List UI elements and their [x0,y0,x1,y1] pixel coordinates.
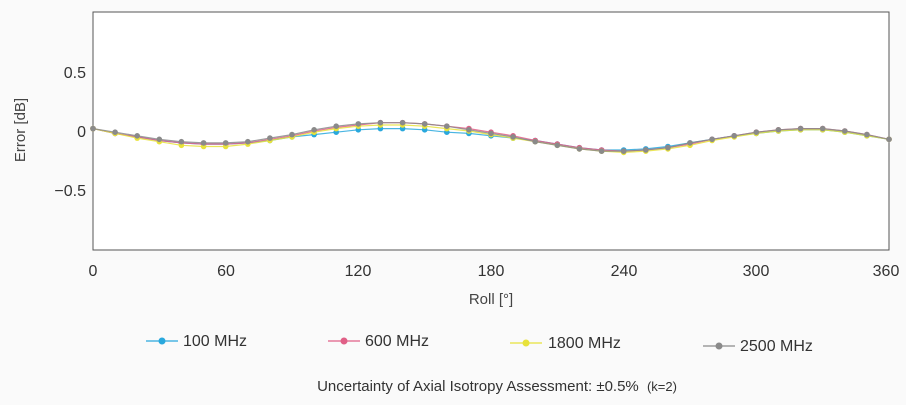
data-point-2500mhz-280 [709,136,715,143]
x-tick-label-120: 120 [345,263,372,280]
data-point-2500mhz-70 [245,138,251,145]
data-point-2500mhz-100 [311,127,317,133]
data-point-2500mhz-220 [576,146,583,152]
data-point-2500mhz-130 [377,119,384,126]
legend-label-100mhz: 100 MHz [183,333,247,350]
data-point-2500mhz-190 [510,134,516,140]
x-tick-label-0: 0 [89,263,98,280]
caption: Uncertainty of Axial Isotropy Assessment… [317,378,677,395]
legend-label-1800mhz: 1800 MHz [548,335,621,352]
data-point-2500mhz-170 [466,127,472,133]
data-point-2500mhz-150 [421,121,428,127]
data-point-2500mhz-120 [355,121,362,127]
data-point-2500mhz-200 [532,138,538,145]
data-point-2500mhz-340 [842,128,848,134]
data-point-2500mhz-250 [643,147,649,153]
data-point-2500mhz-50 [200,140,207,146]
x-tick-label-240: 240 [611,263,638,280]
series-layer [90,119,892,156]
data-point-2500mhz-330 [819,125,826,132]
legend-marker-600mhz [340,337,348,345]
x-tick-label-60: 60 [217,263,235,280]
caption-k: (k=2) [647,379,677,394]
data-point-2500mhz-60 [222,140,229,146]
y-tick-label-0: 0 [77,124,86,141]
data-point-2500mhz-10 [112,129,118,135]
x-axis-title: Roll [°] [469,291,513,308]
data-point-2500mhz-270 [687,140,693,146]
data-point-2500mhz-30 [156,136,163,143]
x-tick-label-300: 300 [743,263,770,280]
data-point-2500mhz-110 [333,123,340,129]
series-2500mhz [90,119,892,154]
legend-label-600mhz: 600 MHz [365,333,429,350]
legend-label-2500mhz: 2500 MHz [740,338,813,355]
data-point-2500mhz-320 [797,125,804,132]
data-point-2500mhz-160 [444,123,450,129]
data-point-2500mhz-260 [665,144,671,151]
y-axis-title: Error [dB] [12,98,29,162]
legend-item-2500mhz: 2500 MHz [703,338,813,355]
data-point-2500mhz-20 [134,133,140,139]
legend: 100 MHz 600 MHz 1800 MHz 2500 MHz [146,333,813,355]
data-point-2500mhz-80 [267,135,273,141]
data-point-2500mhz-310 [775,127,782,133]
data-point-2500mhz-230 [598,148,605,154]
y-tick-label-0.5: 0.5 [64,65,86,82]
data-point-2500mhz-290 [731,133,737,139]
legend-item-100mhz: 100 MHz [146,333,247,350]
legend-marker-100mhz [158,337,166,345]
x-tick-label-180: 180 [478,263,505,280]
legend-item-1800mhz: 1800 MHz [510,335,621,352]
data-point-2500mhz-210 [554,142,561,149]
legend-marker-2500mhz [715,342,723,350]
data-point-2500mhz-180 [488,130,494,137]
data-point-2500mhz-360 [886,136,892,143]
data-point-2500mhz-140 [399,119,406,126]
data-point-2500mhz-40 [178,138,185,145]
data-point-2500mhz-300 [753,129,760,135]
y-tick-label-minus-0.5: −0.5 [54,183,86,200]
legend-marker-1800mhz [522,339,530,347]
data-point-2500mhz-90 [289,131,295,138]
legend-item-600mhz: 600 MHz [328,333,429,350]
data-point-2500mhz-0 [90,125,96,132]
x-tick-label-360: 360 [873,263,900,280]
data-point-2500mhz-240 [620,148,627,154]
data-point-2500mhz-350 [864,131,870,138]
caption-main: Uncertainty of Axial Isotropy Assessment… [317,378,639,395]
